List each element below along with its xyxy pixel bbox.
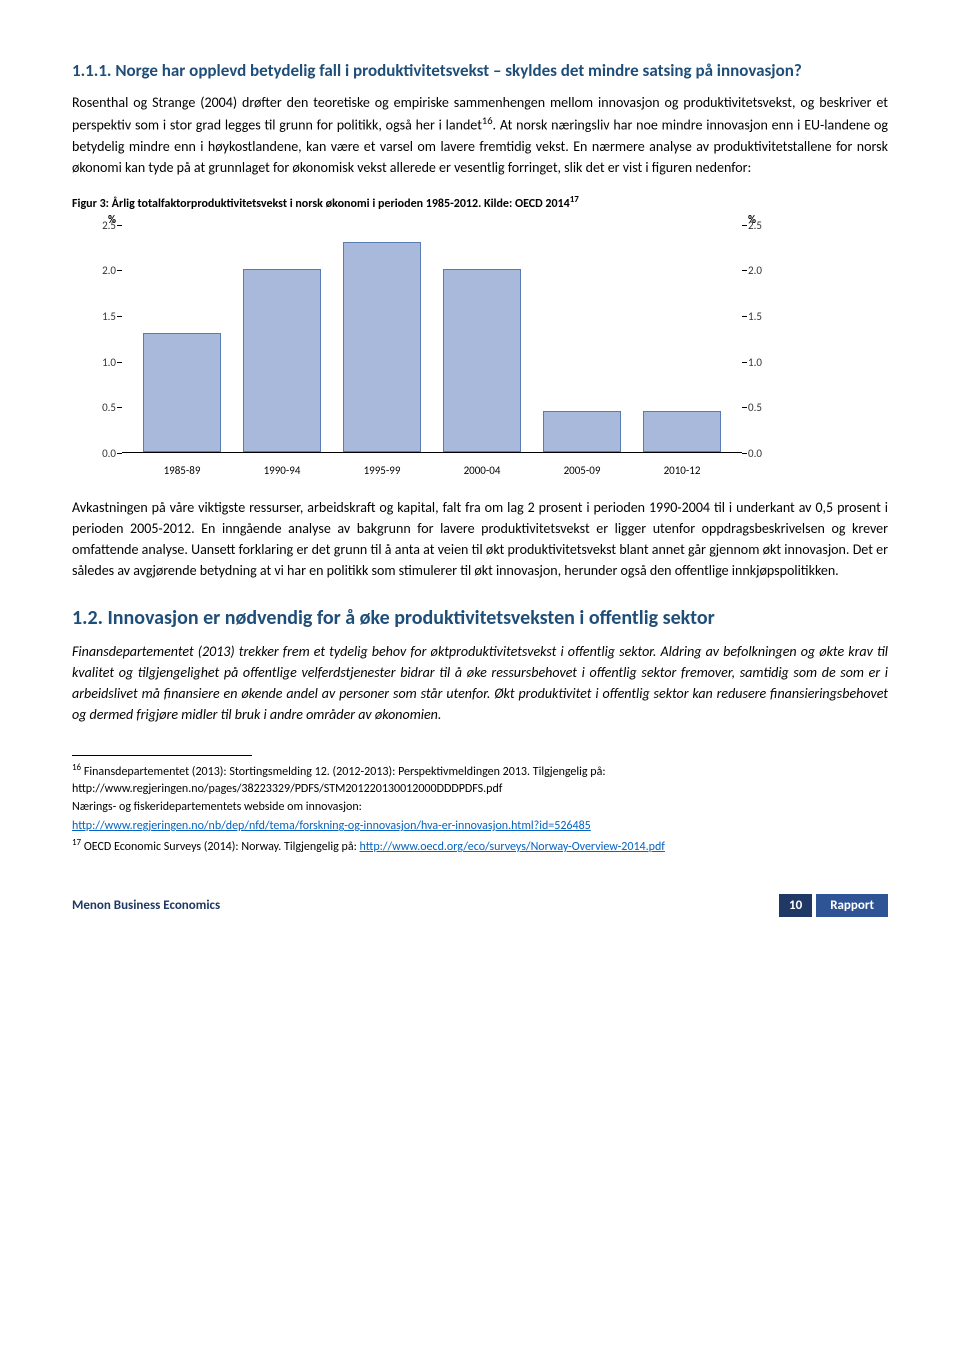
footnote-17-num: 17 [72,837,81,848]
y-tick-right [742,453,747,454]
chart-x-labels: 1985-89 1990-94 1995-99 2000-04 2005-09 2010-… [122,464,742,477]
y-tick-right [742,270,747,271]
chart-bar [343,242,421,452]
y-tick-label-left: 0.5 [72,401,116,414]
x-tick-label: 1985-89 [143,464,221,477]
footnote-16-link[interactable]: http://www.regjeringen.no/nb/dep/nfd/tem… [72,819,591,833]
x-tick-label: 2010-12 [643,464,721,477]
y-tick-label-right: 2.5 [748,219,792,232]
footnote-separator [72,755,252,756]
y-tick-right [742,225,747,226]
footer-page-number: 10 [779,894,812,917]
y-tick-left [117,362,122,363]
y-tick-left [117,225,122,226]
y-tick-right [742,407,747,408]
footnote-16-link-line: http://www.regjeringen.no/nb/dep/nfd/tem… [72,818,888,835]
x-tick-label: 2000-04 [443,464,521,477]
y-tick-label-right: 0.5 [748,401,792,414]
heading-1-2: 1.2. Innovasjon er nødvendig for å øke p… [72,605,888,631]
y-tick-label-left: 0.0 [72,447,116,460]
y-tick-left [117,316,122,317]
footnote-16: 16 Finansdepartementet (2013): Stortings… [72,762,888,798]
x-tick-label: 1990-94 [243,464,321,477]
y-tick-left [117,270,122,271]
chart-bar [543,411,621,452]
footnote-17: 17 OECD Economic Surveys (2014): Norway.… [72,837,888,856]
y-tick-right [742,316,747,317]
x-tick-label: 1995-99 [343,464,421,477]
y-tick-label-right: 2.0 [748,264,792,277]
section2-para1: Finansdepartementet (2013) trekker frem … [72,641,888,725]
footnote-17-link[interactable]: http://www.oecd.org/eco/surveys/Norway-O… [360,840,665,854]
chart-bar [243,269,321,451]
chart-bar [143,333,221,452]
chart-plot-area [122,225,742,453]
section1-para2: Avkastningen på våre viktigste ressurser… [72,497,888,581]
y-tick-left [117,453,122,454]
y-tick-label-left: 1.0 [72,356,116,369]
footer-label: Rapport [816,894,888,917]
footnote-16-text: Finansdepartementet (2013): Stortingsmel… [72,765,606,796]
y-tick-label-right: 0.0 [748,447,792,460]
chart-bar [643,411,721,452]
footnote-17-text: OECD Economic Surveys (2014): Norway. Ti… [81,840,359,854]
figure-3-chart: % % 1985-891990-941995-992000-042005-092… [72,217,792,477]
y-tick-label-left: 2.5 [72,219,116,232]
y-tick-label-left: 1.5 [72,310,116,323]
chart-bar [443,269,521,451]
y-tick-left [117,407,122,408]
footnote-ref-16: 16 [482,114,493,127]
chart-bars [122,225,742,452]
heading-1-1-1: 1.1.1. Norge har opplevd betydelig fall … [72,60,888,82]
footnote-ref-17: 17 [570,194,579,205]
y-tick-label-left: 2.0 [72,264,116,277]
figure-caption-text: Figur 3: Årlig totalfaktorproduktivitets… [72,197,570,211]
figure-3-caption: Figur 3: Årlig totalfaktorproduktivitets… [72,194,888,211]
x-tick-label: 2005-09 [543,464,621,477]
y-tick-label-right: 1.5 [748,310,792,323]
section1-para1: Rosenthal og Strange (2004) drøfter den … [72,92,888,178]
y-tick-label-right: 1.0 [748,356,792,369]
footnote-16-num: 16 [72,762,81,773]
footnote-16-line2: Nærings- og fiskeridepartementets websid… [72,799,888,816]
y-tick-right [742,362,747,363]
footer-company: Menon Business Economics [72,898,779,913]
page-footer: Menon Business Economics 10 Rapport [0,886,960,937]
